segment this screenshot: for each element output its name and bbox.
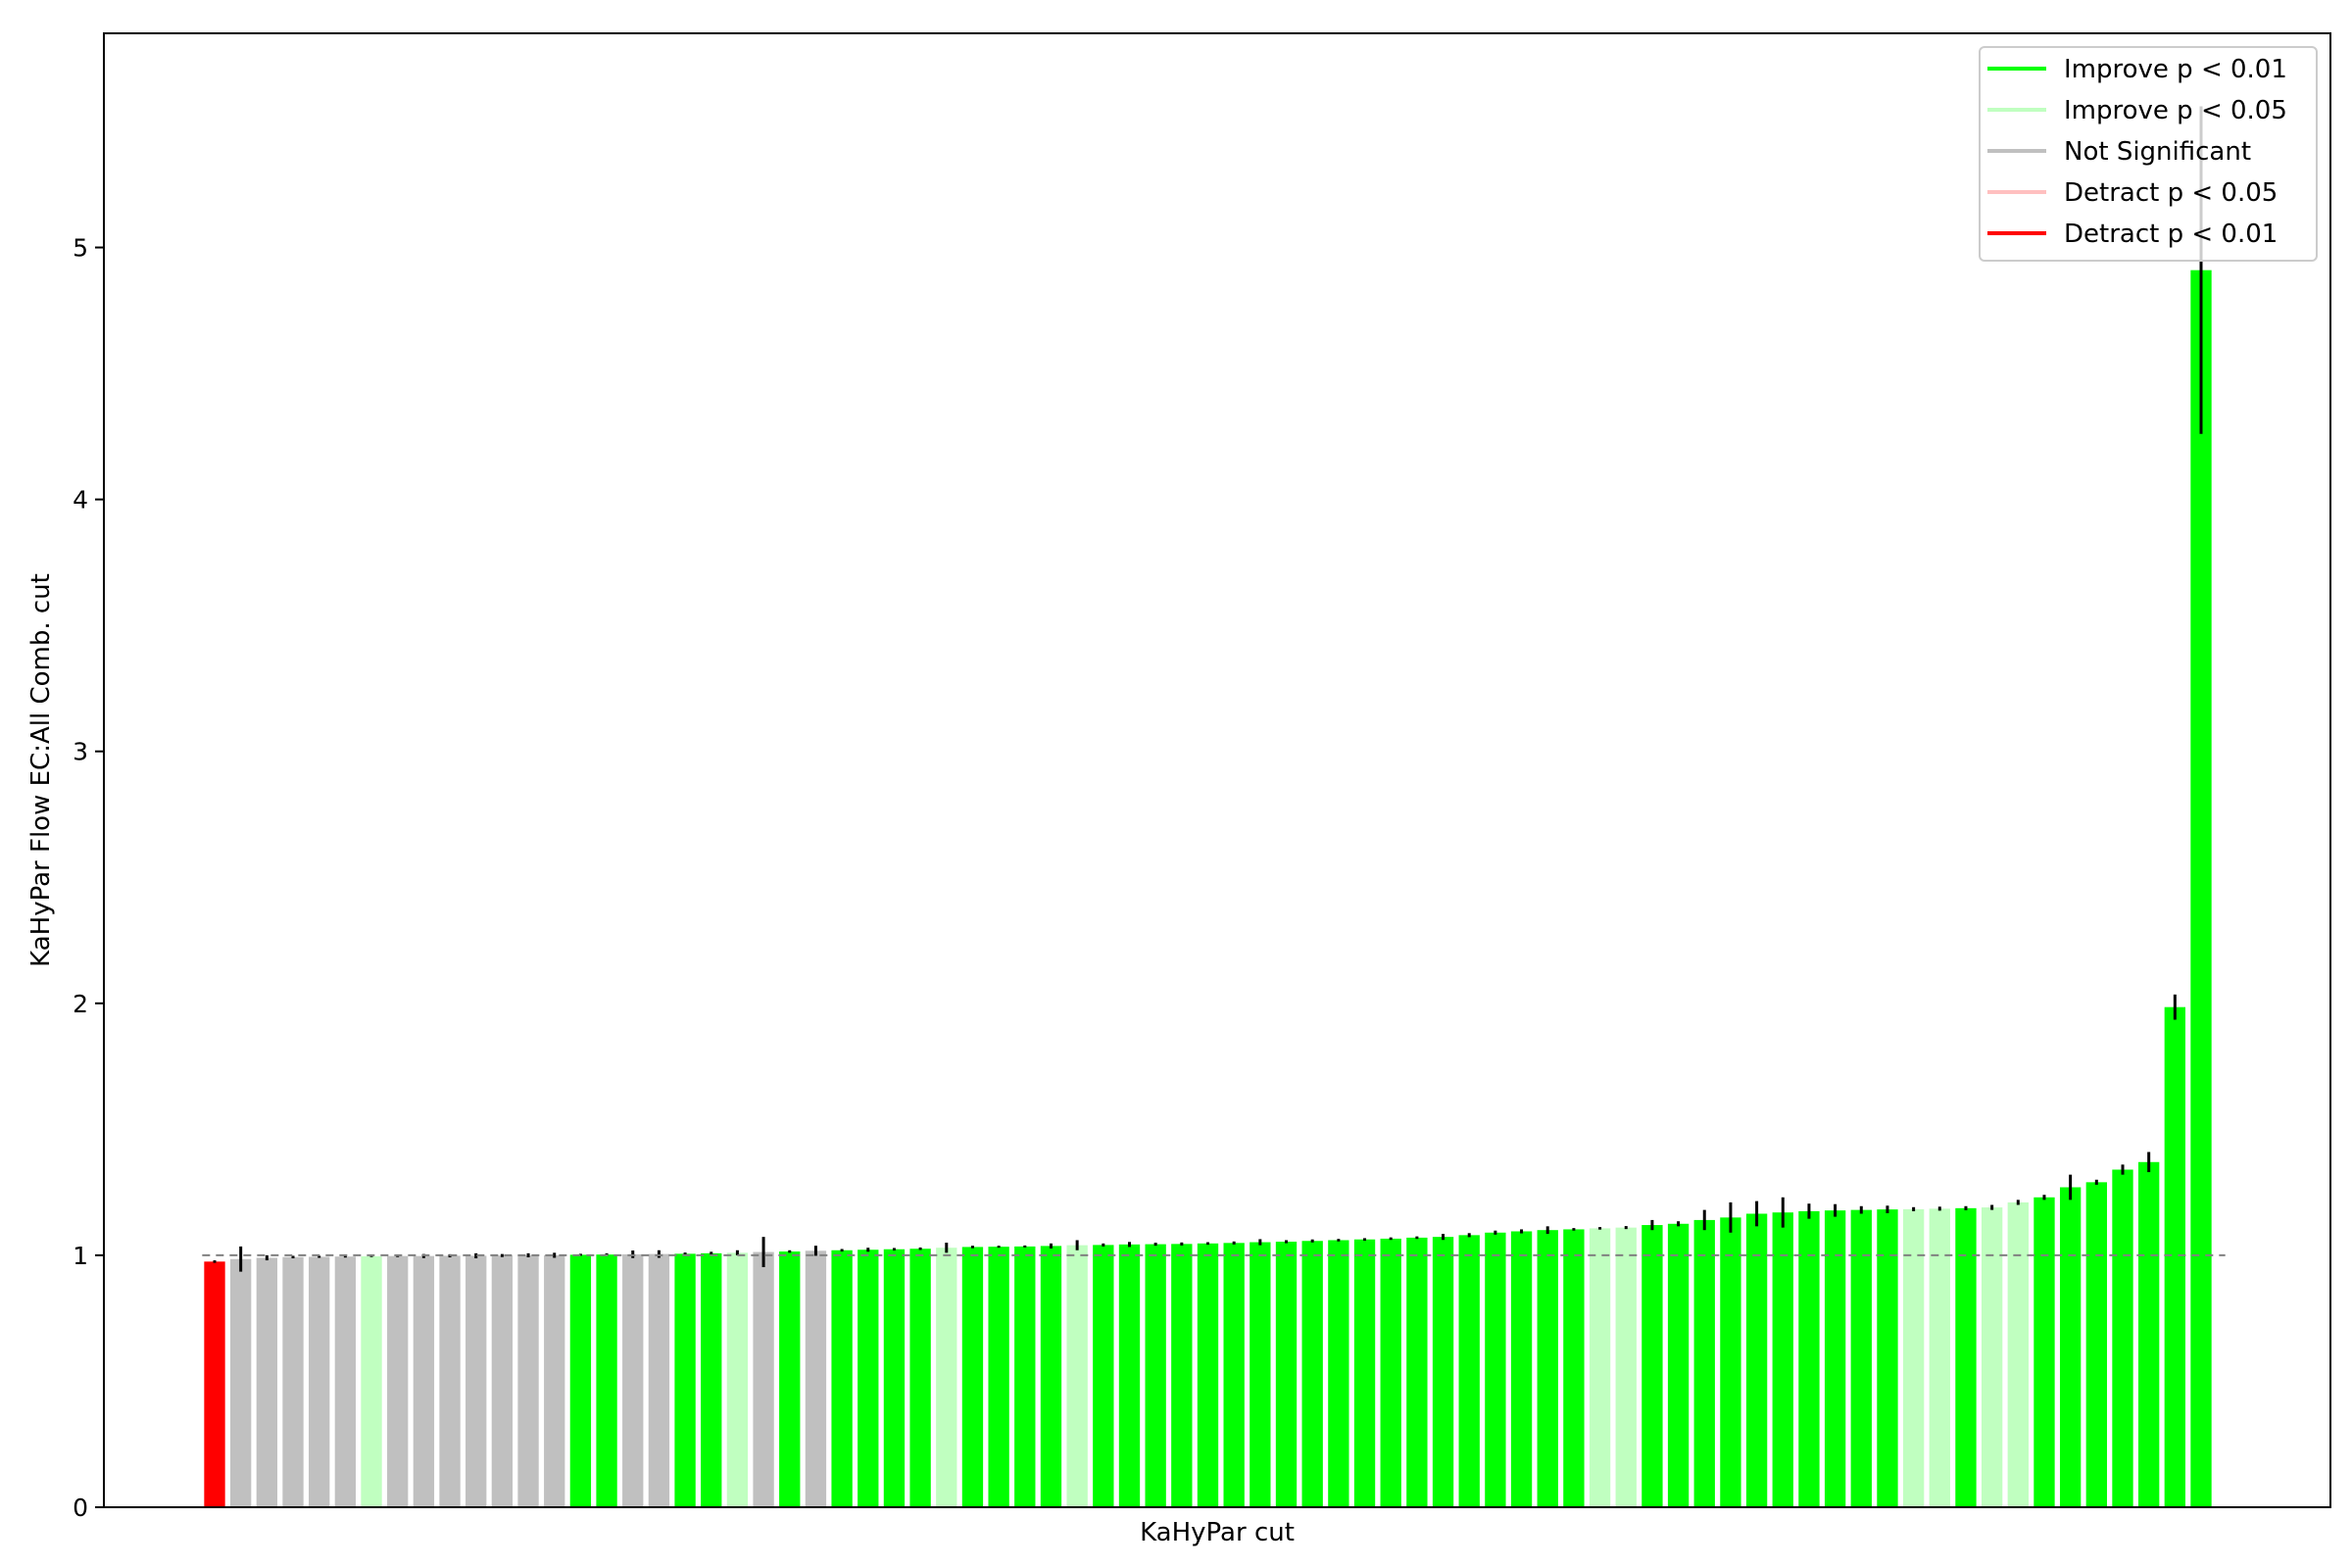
bar — [1458, 1235, 1480, 1507]
bar — [988, 1247, 1009, 1507]
bar — [466, 1255, 487, 1507]
bar — [1406, 1237, 1428, 1507]
plot-frame — [103, 32, 2331, 1508]
y-tick-label: 0 — [73, 1494, 88, 1522]
bar — [2085, 1182, 2107, 1507]
bar — [1118, 1244, 1141, 1507]
bar — [909, 1249, 931, 1507]
bar — [883, 1249, 906, 1507]
y-axis: 0 1 2 3 4 5 — [73, 234, 104, 1522]
bar — [1380, 1238, 1401, 1507]
bar — [648, 1253, 670, 1507]
bar — [2007, 1201, 2029, 1507]
bar — [256, 1257, 278, 1507]
bars-group — [204, 270, 2212, 1507]
bar — [1720, 1217, 1741, 1507]
bar — [1589, 1228, 1611, 1507]
bar — [1275, 1242, 1298, 1507]
bar — [936, 1248, 957, 1507]
bar — [2190, 270, 2212, 1507]
bar — [1066, 1245, 1088, 1507]
bar — [2112, 1169, 2133, 1507]
bar — [1563, 1229, 1585, 1507]
bar — [1667, 1223, 1690, 1507]
bar — [596, 1254, 617, 1507]
bar — [1981, 1207, 2003, 1507]
bar — [569, 1254, 592, 1507]
bar — [517, 1254, 539, 1507]
bar — [779, 1251, 801, 1507]
y-tick-label: 4 — [73, 486, 88, 514]
bar — [1250, 1242, 1271, 1507]
bar — [230, 1258, 252, 1507]
bar — [413, 1255, 435, 1507]
bar — [1014, 1246, 1036, 1507]
bar — [1615, 1227, 1637, 1507]
bar — [544, 1254, 565, 1507]
bar — [1537, 1230, 1558, 1507]
bar — [1693, 1219, 1715, 1507]
bar — [1145, 1244, 1166, 1507]
bar — [1929, 1208, 1950, 1507]
bar — [858, 1250, 879, 1507]
y-tick-label: 2 — [73, 990, 88, 1018]
bar — [439, 1255, 461, 1507]
bar — [2034, 1197, 2055, 1507]
bar — [1093, 1245, 1114, 1507]
bar — [1642, 1225, 1663, 1507]
bar — [1772, 1212, 1793, 1507]
bar — [831, 1250, 853, 1507]
bar — [1745, 1213, 1768, 1507]
bar — [334, 1256, 357, 1507]
bar — [2164, 1006, 2185, 1507]
bar — [1485, 1232, 1506, 1507]
bar — [1824, 1210, 1846, 1507]
legend-entry-label: Improve p < 0.01 — [2064, 55, 2287, 84]
bar — [1353, 1239, 1376, 1507]
bar — [726, 1252, 749, 1507]
bar — [2059, 1187, 2082, 1507]
legend: Improve p < 0.01 Improve p < 0.05 Not Sign… — [1979, 46, 2318, 262]
bar — [674, 1253, 696, 1507]
bar — [1798, 1210, 1820, 1507]
bar — [1877, 1209, 1898, 1507]
bar — [805, 1250, 827, 1507]
y-tick-label: 1 — [73, 1242, 88, 1270]
bar — [701, 1252, 722, 1507]
y-tick-label: 5 — [73, 234, 88, 263]
bar — [1510, 1231, 1533, 1507]
bar — [1850, 1209, 1872, 1507]
bar — [961, 1247, 984, 1507]
legend-entry-label: Improve p < 0.05 — [2064, 96, 2287, 125]
legend-entry-label: Not Significant — [2064, 137, 2251, 167]
bar — [1301, 1241, 1323, 1507]
bar — [204, 1261, 225, 1507]
y-axis-label: KaHyPar Flow EC:All Comb. cut — [26, 573, 56, 967]
bar — [622, 1253, 644, 1507]
bar — [2137, 1161, 2160, 1507]
bar — [282, 1256, 304, 1507]
y-tick-label: 3 — [73, 738, 88, 766]
bar — [1902, 1208, 1925, 1507]
bar — [753, 1251, 774, 1507]
bar — [1040, 1246, 1062, 1507]
bar — [1955, 1207, 1977, 1507]
legend-entry-label: Detract p < 0.05 — [2064, 178, 2278, 208]
bar — [491, 1255, 514, 1507]
bar — [1432, 1237, 1454, 1507]
bar — [1328, 1240, 1349, 1507]
legend-box — [1979, 46, 2318, 262]
bar — [1223, 1243, 1245, 1507]
bar — [309, 1256, 330, 1507]
bar — [1171, 1244, 1193, 1507]
bar — [1197, 1243, 1219, 1507]
x-axis-label: KaHyPar cut — [1140, 1518, 1295, 1547]
legend-entry-label: Detract p < 0.01 — [2064, 220, 2278, 249]
bar — [361, 1255, 382, 1507]
bar — [387, 1255, 409, 1507]
